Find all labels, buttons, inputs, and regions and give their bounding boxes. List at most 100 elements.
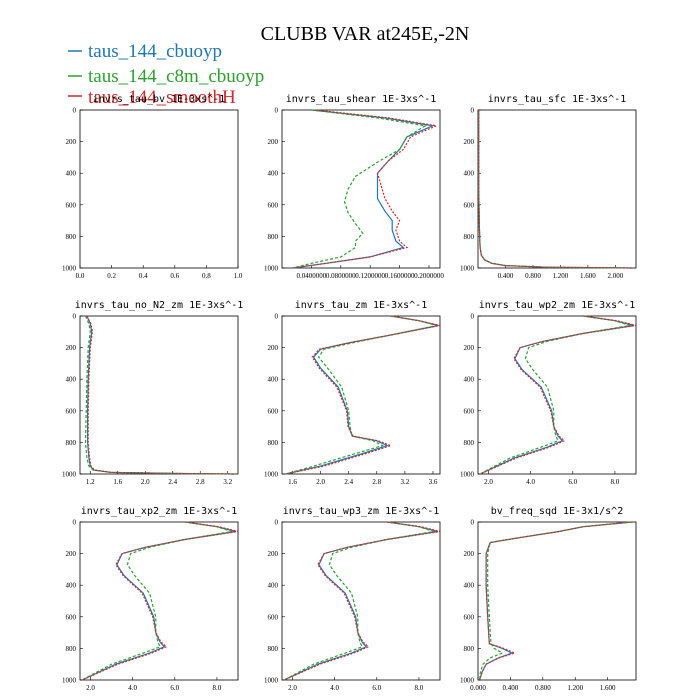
series-line-taus-144-c8m-cbuoyp [84,315,235,475]
panel-2: invrs_tau_shear 1E-3xs^-1 0 200 400 600 800 10… [264,94,444,280]
x-tick-label: 2.0 [288,684,297,692]
x-tick-label: 0.4 [139,272,148,280]
x-tick-label: 2.4 [168,478,177,486]
series-line-taus-144-cbuoyp [478,110,633,269]
x-tick-label: 4.0 [128,684,137,692]
y-tick-label: 600 [464,201,475,209]
plot-frame [477,109,637,269]
x-tick-label: 2.0 [484,478,493,486]
x-tick-label: 1.200 [567,684,583,692]
legend-label-c8m-cbuoyp: taus_144_c8m_cbuoyp [88,66,264,87]
y-tick-label: 200 [268,550,279,558]
y-tick-label: 800 [66,233,77,241]
series-line-taus-144-cbuoyp [86,315,235,475]
series-line-taus-144-smoothh [479,315,637,475]
x-tick-label: 0.1200000 [355,272,385,280]
figure-title: CLUBB VAR at245E,-2N [261,23,470,45]
y-tick-label: 200 [464,344,475,352]
y-tick-label: 0 [471,107,475,115]
x-tick-label: 0.8 [202,272,211,280]
y-tick-label: 1000 [264,677,279,685]
y-tick-label: 400 [464,376,475,384]
y-tick-label: 600 [66,407,77,415]
y-tick-label: 400 [66,376,77,384]
x-tick-label: 2.8 [372,478,381,486]
legend: taus_144_cbuoyp taus_144_c8m_cbuoyp taus… [68,41,264,108]
panel-title: invrs_tau_no_N2_zm 1E-3xs^-1 [75,300,244,311]
series-line-taus-144-smoothh [479,521,632,681]
y-tick-label: 200 [464,138,475,146]
y-tick-label: 1000 [62,677,77,685]
y-tick-label: 200 [464,550,475,558]
y-tick-label: 400 [268,170,279,178]
y-tick-label: 800 [464,645,475,653]
x-tick-label: 0.400 [503,684,519,692]
x-tick-label: 8.0 [213,684,222,692]
panel-7: invrs_tau_xp2_zm 1E-3xs^-1 0 200 400 600 800 1… [62,506,239,692]
y-tick-label: 600 [66,201,77,209]
x-tick-label: 0.1600000 [385,272,415,280]
panel-title: invrs_tau_wp3_zm 1E-3xs^-1 [283,506,440,517]
x-tick-label: 0.2000000 [414,272,444,280]
x-tick-label: 0.000 [470,684,486,692]
y-tick-label: 0 [275,519,279,527]
x-tick-label: 8.0 [611,478,620,486]
x-tick-label: 6.0 [568,478,577,486]
y-tick-label: 200 [268,344,279,352]
y-tick-label: 200 [66,550,77,558]
panel-3: invrs_tau_sfc 1E-3xs^-1 0 200 400 600 800 1000… [460,94,637,280]
y-tick-label: 200 [268,138,279,146]
panel-title: invrs_tau_zm 1E-3xs^-1 [295,300,427,311]
y-tick-label: 0 [73,519,77,527]
y-tick-label: 400 [268,582,279,590]
y-tick-label: 0 [471,519,475,527]
x-tick-label: 4.0 [526,478,535,486]
panel-title: invrs_tau_sfc 1E-3xs^-1 [488,94,626,105]
y-tick-label: 600 [268,613,279,621]
legend-label-cbuoyp: taus_144_cbuoyp [88,41,222,62]
series-line-taus-144-c8m-cbuoyp [81,521,232,681]
x-tick-label: 0.6 [170,272,179,280]
y-tick-label: 800 [464,233,475,241]
y-tick-label: 600 [268,201,279,209]
y-tick-label: 400 [464,170,475,178]
y-tick-label: 600 [464,407,475,415]
panel-1: invrs_tau_bv 1E-3xs^-1020040060080010000… [62,94,243,280]
x-tick-label: 3.2 [223,478,232,486]
panel-9: bv_freq_sqd 1E-3x1/s^2020040060080010000… [460,506,637,692]
plot-frame [281,109,441,269]
y-tick-label: 1000 [264,265,279,273]
y-tick-label: 1000 [264,471,279,479]
y-tick-label: 400 [268,376,279,384]
y-tick-label: 1000 [62,265,77,273]
plot-frame [79,315,239,475]
y-tick-label: 800 [66,645,77,653]
x-tick-label: 3.2 [401,478,410,486]
series-line-taus-144-c8m-cbuoyp [478,110,633,269]
y-tick-label: 800 [268,233,279,241]
series-line-taus-144-smoothh [285,315,441,475]
x-tick-label: 2.0 [316,478,325,486]
legend-label-smoothh: taus_144_smoothH [88,87,236,108]
x-tick-label: 0.0 [76,272,85,280]
plot-frame [281,315,441,475]
panel-title: bv_freq_sqd 1E-3x1/s^2 [491,506,623,517]
y-tick-label: 800 [66,439,77,447]
y-tick-label: 200 [66,344,77,352]
panel-title: invrs_tau_shear 1E-3xs^-1 [286,94,437,105]
x-tick-label: 0.400 [498,272,514,280]
x-tick-label: 6.0 [170,684,179,692]
series-line-taus-144-cbuoyp [285,315,439,475]
series-line-taus-144-c8m-cbuoyp [292,109,428,269]
plot-frame [281,521,441,681]
x-tick-label: 1.0 [234,272,243,280]
series-line-taus-144-smoothh [478,110,633,269]
y-tick-label: 600 [66,613,77,621]
series-line-taus-144-smoothh [292,109,439,269]
x-tick-label: 1.600 [600,684,616,692]
x-tick-label: 6.0 [372,684,381,692]
x-tick-label: 0.0400000 [297,272,327,280]
x-tick-label: 1.6 [113,478,122,486]
x-tick-label: 3.6 [429,478,438,486]
